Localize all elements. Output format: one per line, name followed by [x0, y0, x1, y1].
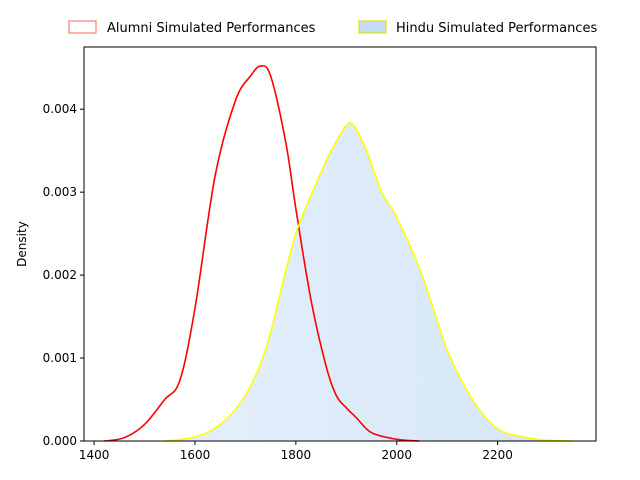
y-tick-label: 0.004	[43, 102, 77, 116]
x-tick-label: 1400	[79, 448, 110, 462]
density-line-alumni	[104, 65, 420, 442]
x-tick-label: 1800	[281, 448, 312, 462]
y-axis: 0.000 0.001 0.002 0.003 0.004	[43, 102, 84, 448]
legend-swatch-hindu	[358, 20, 387, 34]
plot-frame	[83, 46, 597, 442]
y-tick-label: 0.003	[43, 185, 77, 199]
x-axis: 1400 1600 1800 2000 2200	[79, 441, 513, 462]
density-line-hindu	[164, 121, 574, 442]
x-tick-label: 2000	[381, 448, 412, 462]
y-tick-label: 0.001	[43, 351, 77, 365]
legend-label-hindu: Hindu Simulated Performances	[396, 21, 597, 36]
legend-label-alumni: Alumni Simulated Performances	[107, 21, 316, 36]
x-tick-label: 2200	[482, 448, 513, 462]
area-fill-hindu	[164, 122, 574, 441]
y-tick-label: 0.000	[43, 434, 77, 448]
legend-swatch-alumni	[68, 20, 97, 34]
legend: Alumni Simulated Performances Hindu Simu…	[68, 20, 597, 36]
y-tick-label: 0.002	[43, 268, 77, 282]
y-axis-title: Density	[15, 221, 29, 267]
plot-area	[104, 65, 574, 442]
x-tick-label: 1600	[180, 448, 211, 462]
